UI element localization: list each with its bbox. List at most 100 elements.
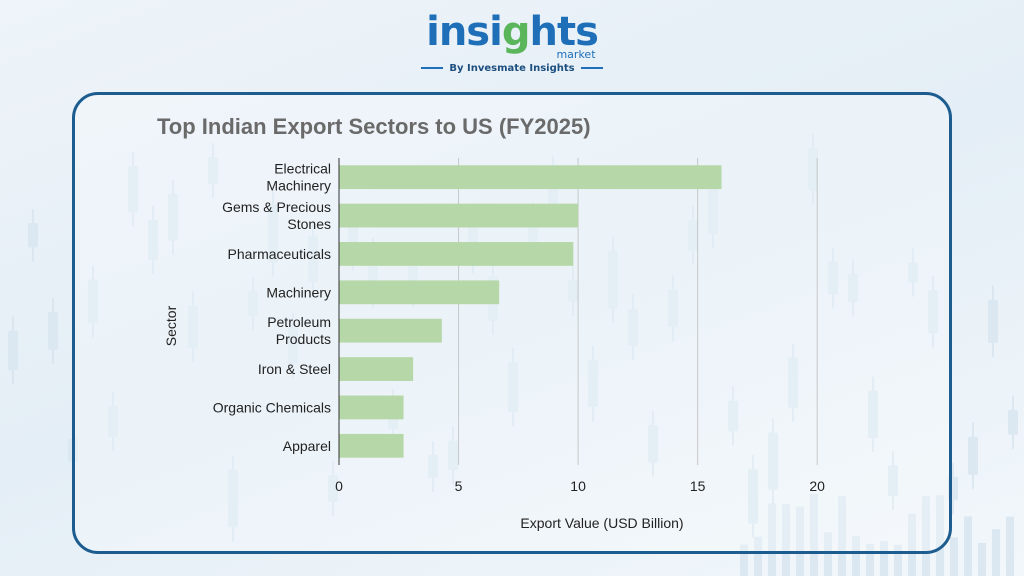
bg-volume-bar bbox=[782, 504, 790, 576]
bg-volume-bar bbox=[978, 542, 986, 576]
bg-volume-bar bbox=[768, 503, 776, 576]
bg-candle-body bbox=[88, 279, 98, 324]
category-label: Machinery bbox=[266, 284, 331, 300]
bg-candle-body bbox=[808, 148, 818, 191]
bg-candle-body bbox=[48, 312, 58, 350]
category-label-line: Gems & Precious bbox=[222, 199, 331, 215]
bg-candle-body bbox=[888, 465, 898, 496]
category-label: Organic Chemicals bbox=[213, 399, 331, 415]
category-label-line: Stones bbox=[287, 216, 331, 232]
category-label-line: Pharmaceuticals bbox=[228, 246, 332, 262]
bg-candle-body bbox=[908, 262, 918, 283]
bg-candle-body bbox=[248, 291, 258, 316]
bg-volume-bar bbox=[992, 529, 1000, 576]
bar bbox=[339, 203, 579, 228]
category-label: Apparel bbox=[283, 438, 331, 454]
category-label-line: Apparel bbox=[283, 438, 331, 454]
x-tick-label: 10 bbox=[570, 478, 586, 494]
category-label-line: Electrical bbox=[274, 161, 331, 177]
bg-volume-bar bbox=[908, 513, 916, 576]
bg-candle-body bbox=[828, 261, 838, 295]
bg-candle-body bbox=[648, 425, 658, 463]
bg-candle-body bbox=[1008, 409, 1018, 435]
category-label-line: Products bbox=[276, 331, 331, 347]
bg-candle-body bbox=[588, 359, 598, 408]
category-label-line: Machinery bbox=[266, 284, 331, 300]
chart-frame bbox=[72, 92, 952, 554]
bg-volume-bar bbox=[810, 493, 818, 576]
bg-volume-bar bbox=[950, 537, 958, 576]
logo-byline: By Invesmate Insights bbox=[0, 63, 1024, 74]
bg-candle-body bbox=[168, 193, 178, 241]
bg-volume-bar bbox=[852, 535, 860, 576]
bg-candle-body bbox=[568, 280, 578, 303]
category-label: Gems & Precious Stones bbox=[222, 199, 331, 232]
bg-candle-body bbox=[928, 289, 938, 334]
bg-candle-body bbox=[868, 390, 878, 439]
bg-candle-body bbox=[968, 436, 978, 475]
bg-candle-body bbox=[428, 454, 438, 479]
bg-candle-body bbox=[728, 400, 738, 432]
bg-candle-body bbox=[8, 330, 18, 371]
x-tick-label: 20 bbox=[809, 478, 825, 494]
bg-volume-bar bbox=[796, 506, 804, 576]
bg-volume-bar bbox=[866, 543, 874, 576]
bg-candle-body bbox=[848, 273, 858, 303]
bg-volume-bar bbox=[880, 541, 888, 576]
bg-candle-body bbox=[308, 235, 318, 283]
bg-candle-body bbox=[788, 357, 798, 408]
x-tick-label: 0 bbox=[335, 478, 343, 494]
bg-volume-bar bbox=[824, 532, 832, 576]
bg-candle-body bbox=[268, 204, 278, 263]
bar bbox=[339, 433, 404, 458]
bg-candle-body bbox=[328, 475, 338, 502]
x-axis-title: Export Value (USD Billion) bbox=[520, 515, 683, 531]
bg-candle-body bbox=[688, 220, 698, 252]
logo-subtitle: market bbox=[556, 48, 596, 61]
logo-wordmark: insights bbox=[426, 9, 599, 55]
bg-volume-bar bbox=[838, 496, 846, 576]
bg-candle-body bbox=[708, 184, 718, 235]
bg-candle-body bbox=[148, 219, 158, 260]
bar bbox=[339, 318, 442, 343]
bar bbox=[339, 280, 500, 305]
category-label: Pharmaceuticals bbox=[228, 246, 332, 262]
bg-candle-body bbox=[448, 440, 458, 471]
bar bbox=[339, 395, 404, 420]
bar bbox=[339, 165, 722, 190]
bars bbox=[339, 165, 722, 458]
bg-candle-body bbox=[608, 250, 618, 309]
y-axis-title: Sector bbox=[163, 305, 179, 346]
x-tick-labels: 0 5 10 15 20 bbox=[335, 478, 825, 494]
category-label: Petroleum Products bbox=[267, 314, 331, 347]
category-label: Iron & Steel bbox=[258, 361, 331, 377]
category-label-line: Petroleum bbox=[267, 314, 331, 330]
category-label-line: Machinery bbox=[266, 178, 331, 194]
bg-volume-bar bbox=[894, 544, 902, 576]
bg-volume-bar bbox=[740, 544, 748, 576]
bar bbox=[339, 357, 414, 381]
chart-title: Top Indian Export Sectors to US (FY2025) bbox=[157, 114, 591, 139]
bg-candle-body bbox=[988, 299, 998, 343]
bg-candle-body bbox=[288, 327, 298, 364]
bar bbox=[339, 242, 574, 266]
bg-candle-body bbox=[28, 222, 38, 248]
bg-volume-bar bbox=[1006, 516, 1014, 576]
bg-candle-body bbox=[228, 469, 238, 528]
bg-candle-body bbox=[128, 166, 138, 213]
bg-candle-body bbox=[108, 405, 118, 438]
category-label-line: Iron & Steel bbox=[258, 361, 331, 377]
bg-candle-body bbox=[768, 432, 778, 490]
x-tick-label: 5 bbox=[455, 478, 463, 494]
logo: insights market By Invesmate Insights bbox=[0, 10, 1024, 74]
category-label-line: Organic Chemicals bbox=[213, 399, 331, 415]
bg-candle-body bbox=[208, 157, 218, 185]
bg-candle-body bbox=[668, 289, 678, 328]
x-tick-label: 15 bbox=[690, 478, 706, 494]
category-label: Electrical Machinery bbox=[266, 161, 331, 194]
bg-candle-body bbox=[508, 361, 518, 413]
bg-candle-body bbox=[188, 305, 198, 349]
bg-candle-body bbox=[628, 308, 638, 347]
